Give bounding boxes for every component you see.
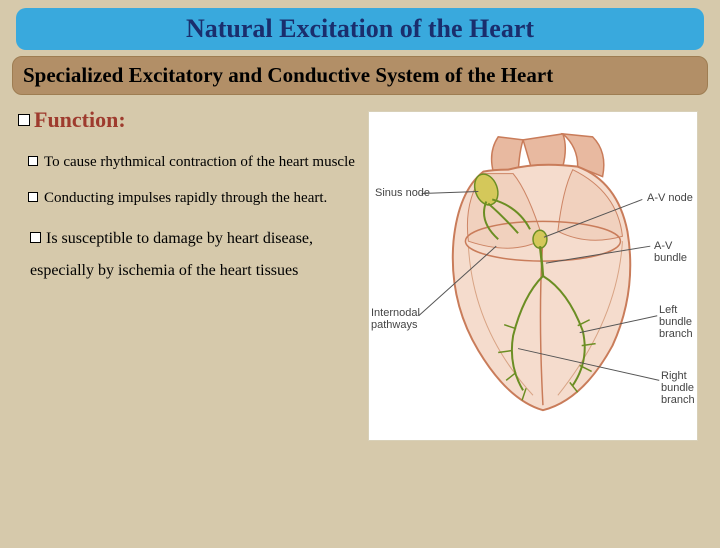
bullet-icon <box>28 156 38 166</box>
text-column: Function: To cause rhythmical contractio… <box>18 107 368 441</box>
bullet-icon <box>30 232 41 243</box>
label-right-branch: Right bundle branch <box>661 370 701 406</box>
section-heading: Function: <box>18 107 360 133</box>
section-heading-text: Function: <box>34 107 126 132</box>
label-sinus-node: Sinus node <box>375 187 430 199</box>
bullet-item: Is susceptible to damage by heart diseas… <box>30 223 360 287</box>
bullet-icon <box>28 192 38 202</box>
diagram-column: Sinus node Internodal pathways A-V node … <box>368 107 708 441</box>
label-internodal: Internodal pathways <box>371 307 429 331</box>
bullet-text: Conducting impulses rapidly through the … <box>44 190 327 206</box>
bullet-icon <box>18 114 30 126</box>
bullet-item: Conducting impulses rapidly through the … <box>48 183 360 213</box>
label-av-node: A-V node <box>647 192 693 204</box>
bullet-item: To cause rhythmical contraction of the h… <box>48 147 360 177</box>
page-title: Natural Excitation of the Heart <box>26 14 694 44</box>
heart-diagram: Sinus node Internodal pathways A-V node … <box>368 111 698 441</box>
subtitle-bar: Specialized Excitatory and Conductive Sy… <box>12 56 708 95</box>
bullet-text: To cause rhythmical contraction of the h… <box>44 154 355 170</box>
content-area: Function: To cause rhythmical contractio… <box>0 103 720 441</box>
page-subtitle: Specialized Excitatory and Conductive Sy… <box>23 63 697 88</box>
label-av-bundle: A-V bundle <box>654 240 697 264</box>
heart-svg <box>369 112 697 440</box>
label-left-branch: Left bundle branch <box>659 304 699 340</box>
title-bar: Natural Excitation of the Heart <box>16 8 704 50</box>
bullet-text: Is susceptible to damage by heart diseas… <box>30 230 313 279</box>
